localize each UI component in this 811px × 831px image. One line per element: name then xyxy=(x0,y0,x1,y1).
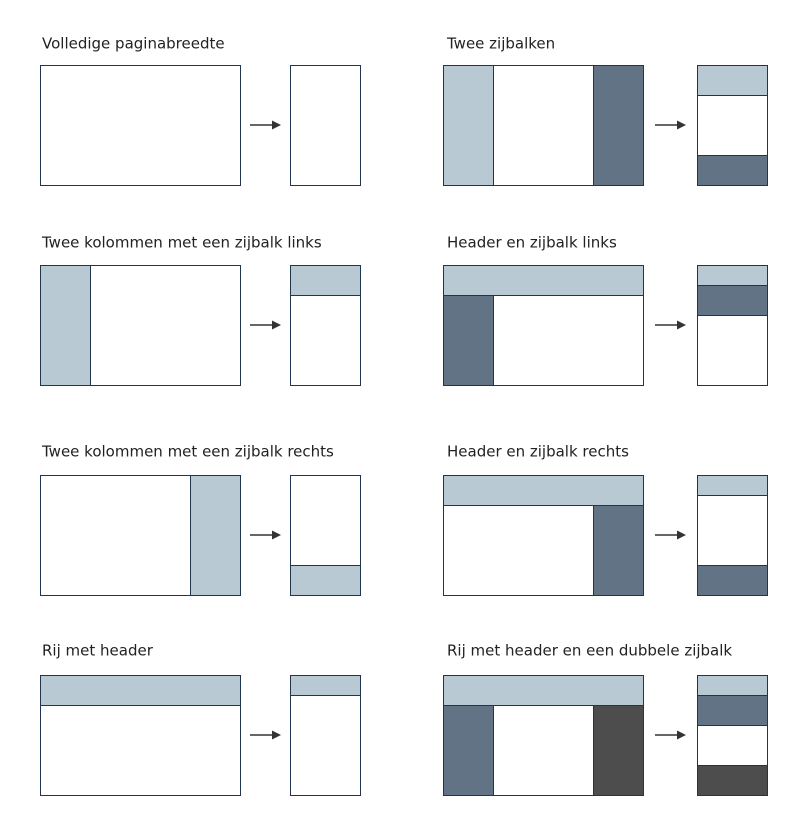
arrow-head xyxy=(677,120,686,130)
layout-title: Header en zijbalk rechts xyxy=(447,443,629,461)
arrow-head xyxy=(272,730,281,740)
header xyxy=(697,675,768,696)
arrow-head xyxy=(677,730,686,740)
arrow-head xyxy=(272,530,281,540)
sidebar xyxy=(40,265,91,386)
layout-title: Twee kolommen met een zijbalk links xyxy=(41,234,322,252)
header xyxy=(290,675,361,696)
sidebar xyxy=(290,265,361,296)
layout-title: Twee zijbalken xyxy=(446,35,555,53)
arrow-head xyxy=(272,120,281,130)
layout-title: Twee kolommen met een zijbalk rechts xyxy=(41,443,334,461)
layout-title: Volledige paginabreedte xyxy=(42,35,225,53)
header xyxy=(697,475,768,496)
sidebar xyxy=(593,65,644,186)
sidebar xyxy=(697,65,768,96)
sidebar xyxy=(443,295,494,386)
sidebar xyxy=(697,765,768,796)
header xyxy=(443,475,644,506)
sidebar xyxy=(593,705,644,796)
layout-title: Rij met header xyxy=(42,642,154,660)
sidebar xyxy=(697,695,768,726)
sidebar xyxy=(593,505,644,596)
arrow-head xyxy=(272,320,281,330)
arrow-head xyxy=(677,320,686,330)
layout-title: Header en zijbalk links xyxy=(447,234,617,252)
sidebar xyxy=(443,705,494,796)
desktop-box xyxy=(40,65,241,186)
header xyxy=(443,675,644,706)
sidebar xyxy=(190,475,241,596)
sidebar xyxy=(697,285,768,316)
mobile-box xyxy=(290,65,361,186)
header xyxy=(697,265,768,286)
layout-title: Rij met header en een dubbele zijbalk xyxy=(447,642,732,660)
sidebar xyxy=(443,65,494,186)
sidebar xyxy=(697,155,768,186)
sidebar xyxy=(697,565,768,596)
header xyxy=(40,675,241,706)
header xyxy=(443,265,644,296)
sidebar xyxy=(290,565,361,596)
arrow-head xyxy=(677,530,686,540)
